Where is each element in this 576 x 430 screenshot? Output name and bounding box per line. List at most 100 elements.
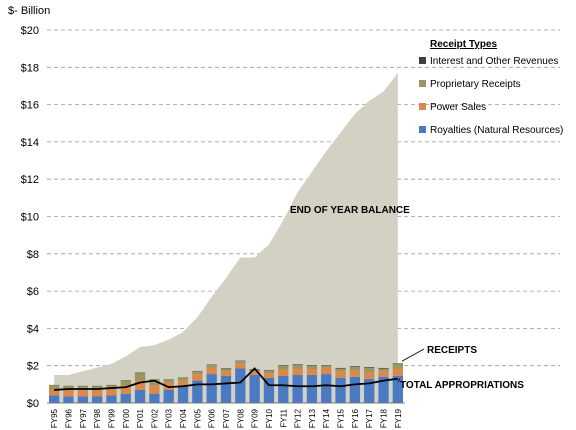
x-tick-label: FY13 [308, 408, 317, 428]
x-tick-label: FY17 [365, 408, 374, 428]
annotation-appropriations: TOTAL APPROPRIATIONS [400, 380, 524, 391]
x-tick-label: FY10 [265, 408, 274, 428]
x-tick-label: FY98 [93, 408, 102, 428]
bar-segment [292, 368, 303, 376]
x-tick-label: FY96 [64, 408, 73, 428]
legend-title: Receipt Types [430, 39, 497, 50]
y-tick-label: $14 [21, 137, 39, 149]
y-tick-label: $10 [21, 212, 39, 224]
bar-segment [49, 395, 60, 403]
bar-segment [235, 368, 246, 403]
bar-segment [91, 386, 103, 390]
bar-segment [63, 386, 74, 390]
legend-swatch [419, 103, 426, 110]
x-tick-label: FY00 [122, 408, 131, 428]
bar-segment [192, 374, 203, 381]
annotation-receipts: RECEIPTS [427, 345, 477, 356]
grid [47, 29, 560, 367]
x-tick-label: FY02 [150, 408, 159, 428]
balance-area [54, 72, 398, 404]
bar-segment [220, 371, 232, 376]
y-tick-label: $2 [27, 361, 39, 373]
bar-segment [77, 396, 88, 403]
x-tick-label: FY06 [208, 408, 217, 428]
bar-segment [249, 375, 260, 403]
x-tick-label: FY97 [79, 408, 88, 428]
bar-segment [349, 366, 361, 371]
bar-segment [349, 366, 361, 367]
bar-segment [278, 369, 289, 376]
bar-segment [263, 373, 275, 378]
bar-segment [349, 370, 361, 377]
bar-segment [134, 372, 146, 374]
bar-segment [49, 389, 60, 396]
y-tick-label: $20 [21, 25, 39, 37]
bar-segment [120, 393, 131, 403]
bar-segment [206, 367, 217, 375]
bar-segment [249, 369, 260, 372]
bar-segment [321, 365, 332, 366]
bar-segment [306, 365, 318, 369]
x-tick-label: FY04 [179, 408, 188, 428]
bar-segment [364, 367, 375, 373]
bar-segment [134, 389, 146, 403]
bar-segment [392, 363, 403, 364]
bar-segment [106, 395, 117, 403]
legend-swatch [419, 57, 426, 64]
bar-segment [278, 365, 289, 366]
y-tick-label: $18 [21, 62, 39, 74]
x-tick-label: FY18 [380, 408, 389, 428]
bar-segment [134, 380, 146, 390]
bar-segment [335, 367, 346, 369]
bar-segment [91, 396, 103, 403]
x-tick-label: FY19 [394, 408, 403, 428]
bar-segment [292, 375, 303, 403]
x-tick-label: FY03 [165, 408, 174, 428]
bar-segment [220, 368, 232, 372]
bar-segment [364, 372, 375, 379]
bar-segment [378, 368, 389, 372]
bar-segment [220, 375, 232, 403]
receipts-leader-line [401, 348, 425, 362]
bar-segment [278, 375, 289, 403]
bar-segment [278, 365, 289, 370]
appropriations-line [54, 367, 398, 391]
bar-segment [177, 386, 189, 403]
bar-segment [106, 385, 117, 390]
x-tick-label: FY08 [236, 408, 245, 428]
bar-segment [235, 363, 246, 369]
legend-label: Power Sales [430, 102, 486, 113]
bar-segment [364, 378, 375, 403]
bar-segment [335, 368, 346, 372]
bar-segment [91, 389, 103, 397]
x-tick-label: FY15 [337, 408, 346, 428]
bar-segment [263, 370, 275, 374]
bar-segment [306, 368, 318, 376]
x-tick-label: FY11 [279, 408, 288, 427]
bar-segment [77, 389, 88, 397]
bar-segment [149, 385, 160, 394]
bar-segment [134, 373, 146, 381]
bar-segment [106, 389, 117, 396]
bar-segment [235, 361, 246, 364]
x-tick-label: FY14 [322, 408, 331, 428]
bar-segment [120, 380, 131, 386]
x-tick-label: FY09 [251, 408, 260, 428]
bar-segment [321, 365, 332, 368]
x-tick-label: FY12 [294, 408, 303, 428]
bar-segment [49, 385, 60, 390]
bar-segment [378, 367, 389, 369]
x-tick-label: FY05 [193, 408, 202, 428]
legend-swatch [419, 80, 426, 87]
x-tick-label: FY99 [107, 408, 116, 428]
y-tick-label: $8 [27, 249, 39, 261]
bar-segment [392, 375, 403, 403]
y-tick-label: $16 [21, 100, 39, 112]
bar-segment [263, 377, 275, 403]
bar-segment [292, 364, 303, 369]
y-tick-label: $6 [27, 286, 39, 298]
bar-segment [120, 385, 131, 394]
bar-segment [63, 396, 74, 403]
bar-segment [292, 364, 303, 365]
